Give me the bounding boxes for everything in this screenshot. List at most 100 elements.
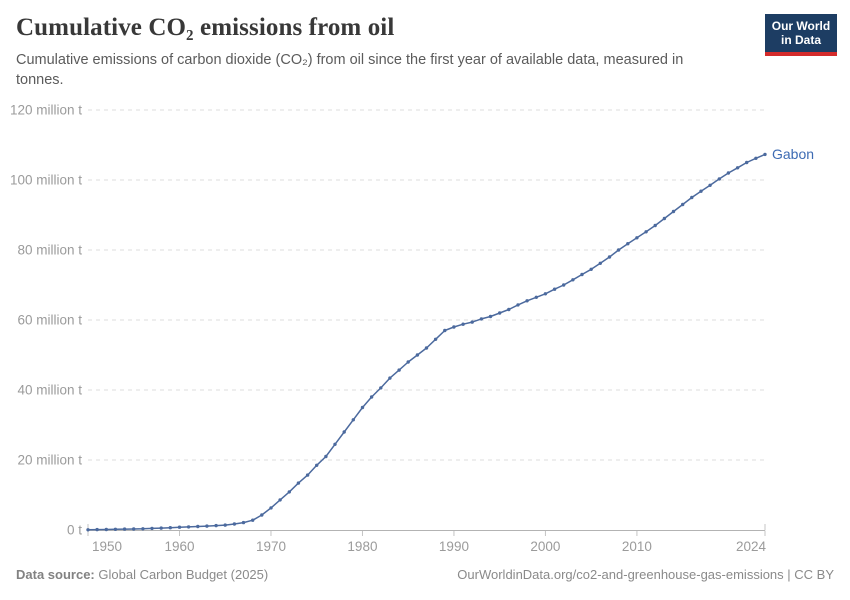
series-point[interactable]: [379, 386, 383, 390]
series-point[interactable]: [205, 524, 209, 528]
x-axis: [87, 524, 766, 536]
series-point[interactable]: [708, 183, 712, 187]
series-point[interactable]: [479, 317, 484, 321]
series-point[interactable]: [443, 328, 447, 333]
series-point[interactable]: [150, 526, 154, 531]
series-point[interactable]: [104, 527, 109, 532]
series-point[interactable]: [315, 463, 319, 467]
series-point[interactable]: [571, 278, 575, 282]
series-point[interactable]: [86, 528, 90, 532]
y-tick-label: 20 million t: [17, 453, 82, 468]
series-point[interactable]: [644, 230, 648, 234]
series-point[interactable]: [241, 520, 246, 525]
series-point[interactable]: [461, 322, 465, 326]
series-point[interactable]: [177, 525, 182, 529]
series-point[interactable]: [534, 295, 538, 299]
series-point[interactable]: [186, 525, 191, 529]
series-point[interactable]: [598, 261, 602, 265]
series-point[interactable]: [406, 360, 410, 364]
series-point[interactable]: [168, 526, 172, 530]
series-point[interactable]: [278, 498, 282, 502]
series-point[interactable]: [754, 156, 758, 160]
series-point[interactable]: [132, 527, 136, 531]
series-point[interactable]: [745, 160, 749, 165]
series-point[interactable]: [562, 283, 566, 287]
series-point[interactable]: [196, 524, 200, 529]
series-point[interactable]: [388, 376, 392, 380]
x-tick-label: 1950: [92, 539, 122, 554]
x-axis-labels: 1950 1960 1970 1980 1990 2000 2010 2024: [92, 539, 767, 554]
series-point[interactable]: [653, 223, 657, 228]
series-point[interactable]: [507, 307, 511, 312]
gridlines: [88, 109, 765, 461]
series-point[interactable]: [726, 171, 731, 175]
series-point[interactable]: [214, 523, 218, 528]
series-point[interactable]: [397, 368, 401, 372]
series-point[interactable]: [662, 216, 667, 221]
series-point[interactable]: [635, 236, 639, 240]
y-tick-label: 100 million t: [10, 173, 82, 188]
owid-logo-line2: in Data: [780, 33, 821, 48]
series-point[interactable]: [296, 481, 301, 485]
series-point[interactable]: [580, 272, 584, 277]
series-point[interactable]: [305, 473, 310, 477]
series-point[interactable]: [113, 527, 118, 531]
x-tick-label: 1990: [439, 539, 469, 554]
x-tick-label: 1960: [164, 539, 194, 554]
series-point[interactable]: [552, 287, 557, 291]
series-point[interactable]: [251, 518, 255, 522]
series-point[interactable]: [287, 490, 291, 494]
owid-logo[interactable]: Our World in Data: [765, 14, 837, 56]
series-point[interactable]: [424, 346, 429, 350]
series-point[interactable]: [543, 292, 548, 296]
series-point[interactable]: [223, 523, 227, 527]
series-point[interactable]: [232, 522, 237, 526]
series-point[interactable]: [470, 320, 474, 324]
series-end-label[interactable]: Gabon: [772, 146, 814, 162]
data-source-value: Global Carbon Budget (2025): [98, 567, 269, 582]
series-point[interactable]: [141, 527, 145, 531]
data-source-label: Data source:: [16, 567, 95, 582]
chart-header: Cumulative CO₂ emissions from oil Cumula…: [16, 14, 756, 91]
series-point[interactable]: [452, 325, 456, 329]
series-point[interactable]: [626, 242, 630, 246]
series-point[interactable]: [681, 202, 685, 207]
series-point[interactable]: [122, 527, 127, 531]
series-point[interactable]: [671, 209, 676, 214]
series-point[interactable]: [95, 527, 99, 532]
series-point[interactable]: [159, 526, 163, 530]
y-tick-label: 0 t: [67, 523, 82, 538]
series-point[interactable]: [433, 337, 438, 341]
series-point[interactable]: [717, 177, 721, 181]
y-tick-label: 80 million t: [17, 243, 82, 258]
series-point[interactable]: [589, 267, 593, 271]
page-title: Cumulative CO₂ emissions from oil: [16, 14, 395, 41]
series-point[interactable]: [351, 418, 355, 422]
series-group[interactable]: Gabon: [86, 146, 814, 532]
series-line[interactable]: [87, 153, 766, 531]
series-point[interactable]: [607, 255, 612, 259]
series-point[interactable]: [342, 430, 346, 434]
series-point[interactable]: [333, 442, 337, 446]
owid-logo-line1: Our World: [771, 19, 831, 33]
x-tick-label: 1980: [347, 539, 377, 554]
series-point[interactable]: [516, 303, 520, 307]
series-point[interactable]: [699, 189, 703, 193]
series-point[interactable]: [324, 454, 328, 459]
series-point[interactable]: [616, 248, 621, 252]
credit-link[interactable]: OurWorldinData.org/co2-and-greenhouse-ga…: [457, 567, 834, 582]
series-point[interactable]: [360, 405, 365, 410]
series-point[interactable]: [369, 395, 374, 399]
series-point[interactable]: [415, 353, 420, 357]
series-point[interactable]: [488, 314, 493, 319]
y-axis-labels: 0 t 20 million t 40 million t 60 million t 8…: [10, 103, 82, 538]
series-point[interactable]: [498, 311, 502, 315]
y-tick-label: 120 million t: [10, 103, 82, 118]
series-point[interactable]: [525, 299, 529, 303]
series-point[interactable]: [763, 152, 767, 157]
series-point[interactable]: [690, 195, 694, 200]
series-point[interactable]: [269, 506, 273, 510]
series-point[interactable]: [735, 166, 740, 170]
series-point[interactable]: [260, 513, 264, 517]
